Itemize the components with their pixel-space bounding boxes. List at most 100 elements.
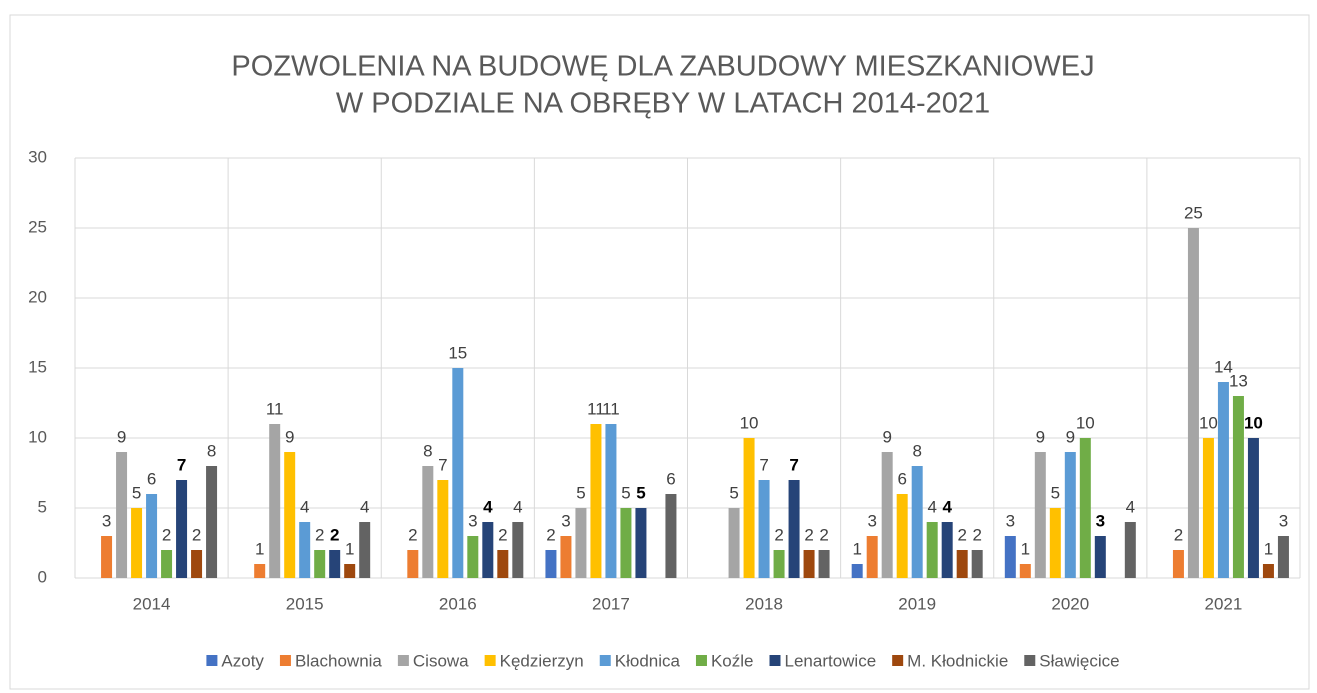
data-label: 3 xyxy=(1006,511,1015,530)
bar xyxy=(788,480,800,578)
data-label: 6 xyxy=(897,469,906,488)
bar xyxy=(191,550,203,578)
chart-title: POZWOLENIA NA BUDOWĘ DLA ZABUDOWY MIESZK… xyxy=(231,51,1094,83)
legend-label: Blachownia xyxy=(295,651,382,670)
x-tick-label: 2018 xyxy=(745,594,783,613)
bar xyxy=(851,564,863,578)
data-label: 2 xyxy=(819,525,828,544)
x-tick-label: 2017 xyxy=(592,594,630,613)
bar xyxy=(497,550,509,578)
bar xyxy=(1019,564,1031,578)
data-label: 2 xyxy=(498,525,507,544)
y-tick-label: 20 xyxy=(28,287,47,306)
data-label: 3 xyxy=(867,511,876,530)
bar xyxy=(1049,508,1061,578)
bar xyxy=(605,424,617,578)
bar xyxy=(728,508,740,578)
bar xyxy=(1034,452,1046,578)
data-label: 2 xyxy=(408,525,417,544)
bar xyxy=(635,508,647,578)
legend-swatch xyxy=(279,655,291,666)
legend-swatch xyxy=(769,655,781,666)
bar xyxy=(1079,438,1091,578)
data-label: 15 xyxy=(448,343,467,362)
bar xyxy=(1262,564,1274,578)
data-label: 5 xyxy=(576,483,585,502)
data-label: 8 xyxy=(423,441,432,460)
data-label: 5 xyxy=(132,483,141,502)
legend-swatch xyxy=(695,655,707,666)
data-label: 9 xyxy=(117,427,126,446)
bar xyxy=(176,480,188,578)
bar xyxy=(911,466,923,578)
bar xyxy=(866,536,878,578)
y-tick-label: 5 xyxy=(38,497,47,516)
data-label: 9 xyxy=(1066,427,1075,446)
bar xyxy=(758,480,770,578)
data-label: 25 xyxy=(1184,203,1203,222)
legend-label: M. Kłodnickie xyxy=(907,651,1008,670)
bar xyxy=(956,550,968,578)
bar xyxy=(1277,536,1289,578)
data-label: 4 xyxy=(483,497,493,516)
bar xyxy=(1217,382,1229,578)
bar xyxy=(743,438,755,578)
x-tick-label: 2020 xyxy=(1051,594,1089,613)
bar xyxy=(359,522,371,578)
bar xyxy=(1004,536,1016,578)
data-label: 3 xyxy=(102,511,111,530)
bar xyxy=(896,494,908,578)
bar xyxy=(971,550,983,578)
data-label: 3 xyxy=(1279,511,1288,530)
bar xyxy=(422,466,434,578)
data-label: 2 xyxy=(162,525,171,544)
x-tick-label: 2014 xyxy=(133,594,171,613)
y-tick-label: 15 xyxy=(28,357,47,376)
legend-swatch xyxy=(206,655,218,666)
data-label: 4 xyxy=(1126,497,1135,516)
data-label: 1 xyxy=(255,539,264,558)
data-label: 3 xyxy=(468,511,477,530)
bar xyxy=(1232,396,1244,578)
data-label: 5 xyxy=(636,483,645,502)
bar xyxy=(560,536,572,578)
bar xyxy=(161,550,173,578)
data-label: 11 xyxy=(602,399,620,418)
bar xyxy=(482,522,494,578)
bar xyxy=(452,368,464,578)
bar xyxy=(926,522,938,578)
data-label: 2 xyxy=(774,525,783,544)
bar xyxy=(881,452,893,578)
legend-label: Cisowa xyxy=(413,651,469,670)
data-label: 4 xyxy=(300,497,309,516)
legend-label: Koźle xyxy=(711,651,754,670)
bar xyxy=(1064,452,1076,578)
bar xyxy=(803,550,815,578)
x-tick-label: 2019 xyxy=(898,594,936,613)
data-label: 2 xyxy=(957,525,966,544)
data-label: 9 xyxy=(285,427,294,446)
bar xyxy=(620,508,632,578)
data-label: 9 xyxy=(1036,427,1045,446)
bar xyxy=(344,564,356,578)
bar xyxy=(206,466,218,578)
x-tick-label: 2021 xyxy=(1205,594,1243,613)
bar xyxy=(437,480,449,578)
chart-title: W PODZIALE NA OBRĘBY W LATACH 2014-2021 xyxy=(336,88,990,120)
data-label: 3 xyxy=(561,511,570,530)
bar xyxy=(329,550,341,578)
bar xyxy=(575,508,587,578)
bar xyxy=(818,550,830,578)
data-label: 7 xyxy=(789,455,798,474)
data-label: 1 xyxy=(1021,539,1030,558)
data-label: 8 xyxy=(207,441,216,460)
data-label: 3 xyxy=(1096,511,1105,530)
data-label: 7 xyxy=(759,455,768,474)
bar xyxy=(1247,438,1259,578)
bar xyxy=(269,424,281,578)
data-label: 6 xyxy=(147,469,156,488)
data-label: 13 xyxy=(1229,371,1248,390)
bar xyxy=(941,522,953,578)
data-label: 2 xyxy=(192,525,201,544)
